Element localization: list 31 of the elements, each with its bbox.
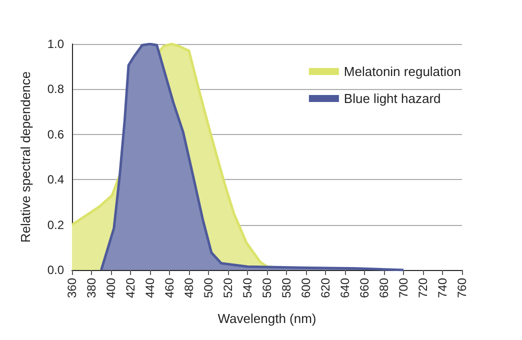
x-axis-title: Wavelength (nm) (218, 311, 316, 326)
y-tick-label: 0.2 (47, 218, 64, 232)
x-tick-label: 520 (221, 278, 235, 298)
y-axis-title: Relative spectral dependence (18, 71, 33, 243)
x-tick-label: 480 (182, 278, 196, 298)
x-tick-label: 440 (143, 278, 157, 298)
x-tick-label: 700 (396, 278, 410, 298)
legend-label: Melatonin regulation (344, 64, 461, 79)
x-tick-label: 500 (202, 278, 216, 298)
x-tick-label: 400 (104, 278, 118, 298)
x-tick-label: 460 (162, 278, 176, 298)
x-tick-label: 620 (318, 278, 332, 298)
x-tick-label: 420 (124, 278, 138, 298)
y-tick-label: 0.0 (47, 263, 64, 277)
x-tick-label: 560 (260, 278, 274, 298)
x-tick-label: 680 (377, 278, 391, 298)
y-tick-label: 1.0 (47, 37, 64, 51)
x-tick-label: 580 (280, 278, 294, 298)
y-tick-label: 0.4 (47, 172, 64, 187)
x-tick-label: 600 (299, 278, 313, 298)
y-tick-label: 0.6 (47, 127, 64, 142)
x-tick-label: 740 (436, 278, 450, 298)
x-tick-label: 760 (455, 278, 469, 298)
x-tick-label: 380 (84, 278, 98, 298)
x-tick-label: 360 (65, 278, 79, 298)
legend-label: Blue light hazard (344, 91, 441, 106)
x-tick-label: 720 (416, 278, 430, 298)
x-tick-label: 540 (240, 278, 254, 298)
x-tick-label: 640 (338, 278, 352, 298)
x-tick-label: 660 (358, 278, 372, 298)
y-tick-label: 0.8 (47, 82, 64, 96)
